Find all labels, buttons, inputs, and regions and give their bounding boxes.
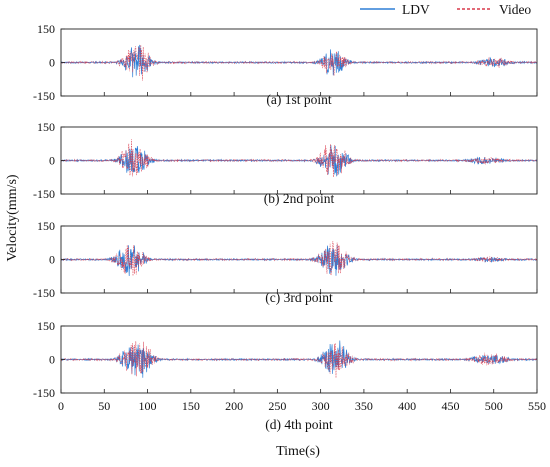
x-tick-label: 250 [268,399,286,413]
y-tick-label: 150 [37,219,55,233]
panel-subtitle: (d) 4th point [265,417,333,432]
x-tick-label: 550 [528,399,546,413]
legend-video-label: Video [499,2,531,17]
y-axis-label: Velocity(mm/s) [5,174,20,261]
panel-3: 150 0 -150 (c) 3rd point [33,219,538,305]
y-tick-label: 0 [49,154,55,168]
panel-subtitle: (b) 2nd point [264,191,335,206]
series-ldv-line [61,44,537,78]
x-tick-labels: 0 50 100 150 200 250 300 350 400 450 500 550 [58,399,546,413]
y-tick-label: 150 [37,120,55,134]
panel-subtitle: (c) 3rd point [265,290,333,305]
y-tick-label: 0 [49,56,55,70]
series-video-line [61,241,537,276]
y-tick-label: 150 [37,319,55,333]
series-video-line [61,341,537,378]
x-tick-label: 50 [98,399,110,413]
x-tick-label: 500 [485,399,503,413]
y-tick-label: 0 [49,353,55,367]
panel-subtitle: (a) 1st point [266,92,331,107]
y-tick-label: -150 [33,89,55,103]
y-tick-label: 0 [49,253,55,267]
x-tick-label: 300 [312,399,330,413]
legend-ldv-label: LDV [402,2,430,17]
x-tick-label: 200 [225,399,243,413]
x-tick-label: 150 [182,399,200,413]
panel-2: 150 0 -150 (b) 2nd point [33,120,538,206]
legend: LDV Video [360,2,531,17]
series-video-line [61,139,537,178]
series-video-line [61,44,537,81]
x-tick-label: 0 [58,399,64,413]
x-tick-label: 100 [139,399,157,413]
panel-1: 150 0 -150 (a) 1st point [33,22,538,107]
x-tick-label: 400 [398,399,416,413]
x-axis-label: Time(s) [276,444,320,459]
y-tick-label: -150 [33,286,55,300]
y-tick-label: -150 [33,187,55,201]
y-tick-label: 150 [37,22,55,36]
y-tick-label: -150 [33,386,55,400]
x-tick-label: 350 [355,399,373,413]
x-tick-label: 450 [441,399,459,413]
